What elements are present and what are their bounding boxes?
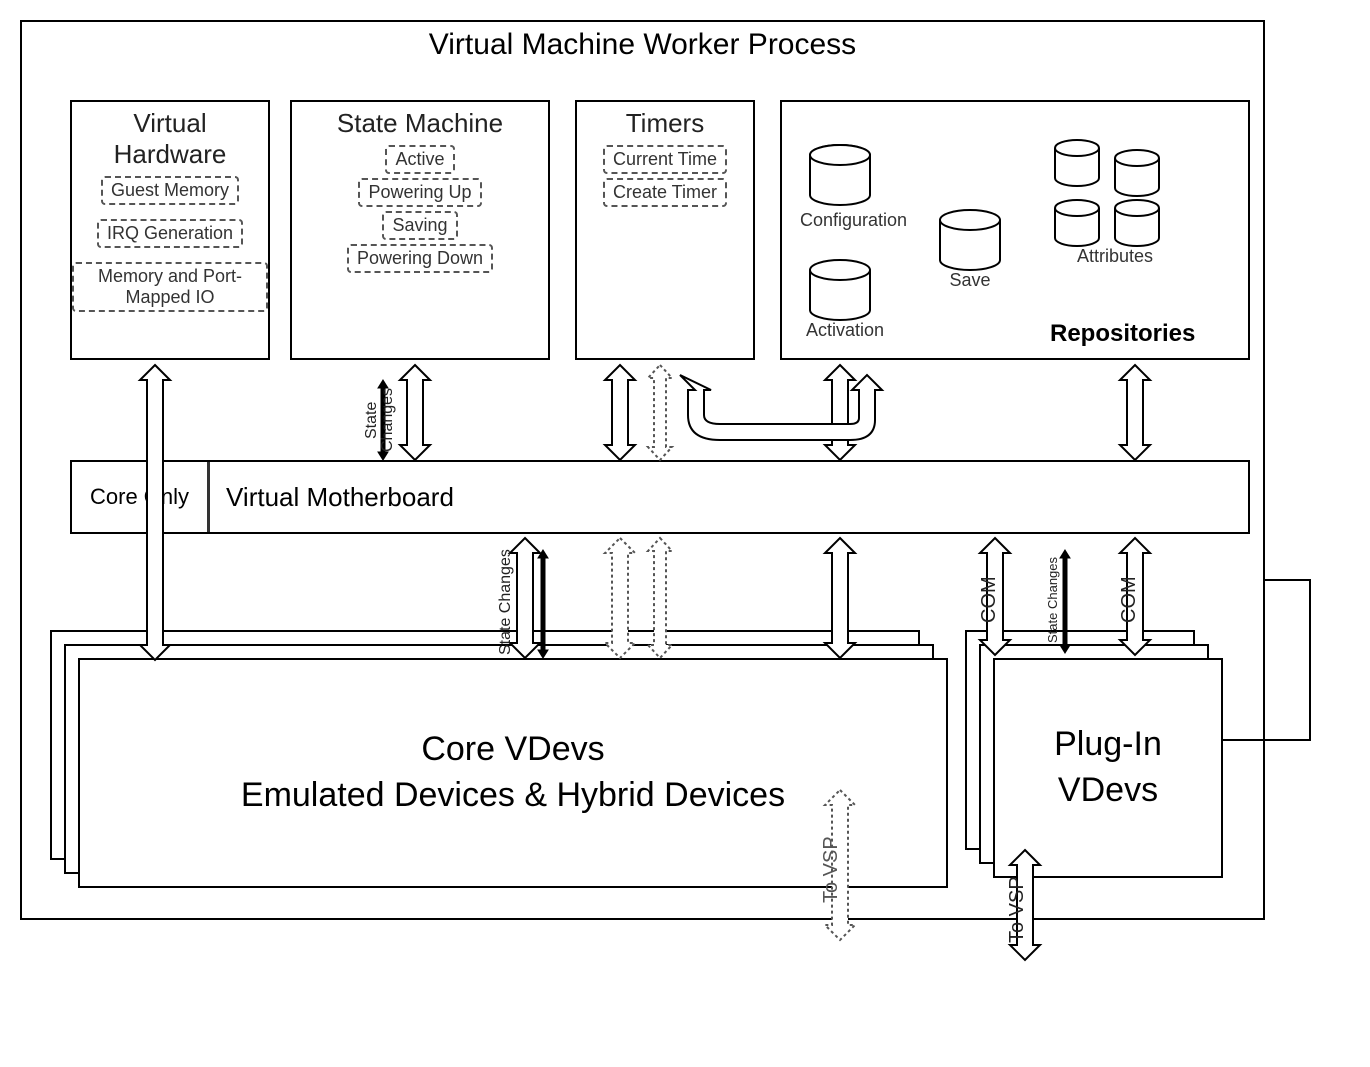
virtual-hardware-title: Virtual Hardware — [72, 102, 268, 172]
label-com-left: COM — [978, 565, 1001, 635]
timers-title: Timers — [577, 102, 753, 141]
label-state-changes-upper: State Changes — [364, 382, 396, 458]
label-to-vsp-core: To VSP — [820, 820, 843, 920]
repo-label-configuration: Configuration — [800, 210, 890, 231]
virtual-motherboard-label: Virtual Motherboard — [210, 482, 454, 513]
timers-item-current-time: Current Time — [603, 145, 727, 174]
timers-box: Timers Current Time Create Timer — [575, 100, 755, 360]
repo-label-activation: Activation — [805, 320, 885, 341]
label-state-changes-plugin: State Changes — [1046, 550, 1059, 650]
plugin-vdevs-label: Plug-In VDevs — [1054, 722, 1162, 814]
label-com-right: COM — [1118, 565, 1141, 635]
diagram-title: Virtual Machine Worker Process — [22, 22, 1263, 72]
core-vdevs-label: Core VDevs Emulated Devices & Hybrid Dev… — [241, 727, 785, 819]
vh-item-mmio: Memory and Port-Mapped IO — [72, 262, 268, 312]
core-only-label: Core Only — [72, 462, 210, 532]
repo-label-attributes: Attributes — [1070, 246, 1160, 267]
timers-item-create-timer: Create Timer — [603, 178, 727, 207]
sm-item-active: Active — [385, 145, 454, 174]
vh-item-irq: IRQ Generation — [97, 219, 243, 248]
plugin-vdevs-stack: Plug-In VDevs — [965, 630, 1225, 880]
repositories-title: Repositories — [1050, 320, 1195, 348]
virtual-motherboard-bar: Core Only Virtual Motherboard — [70, 460, 1250, 534]
core-vdevs-line1: Core VDevs — [421, 730, 604, 768]
plugin-vdevs-line2: VDevs — [1058, 771, 1158, 809]
vm-worker-process-diagram: Virtual Machine Worker Process Virtual H… — [20, 20, 1350, 1047]
plugin-vdevs-line1: Plug-In — [1054, 725, 1162, 763]
sm-item-saving: Saving — [382, 211, 457, 240]
repo-label-save: Save — [940, 270, 1000, 291]
core-vdevs-stack: Core VDevs Emulated Devices & Hybrid Dev… — [50, 630, 950, 890]
sm-item-powering-down: Powering Down — [347, 244, 493, 273]
vh-item-guest-memory: Guest Memory — [101, 176, 239, 205]
virtual-hardware-box: Virtual Hardware Guest Memory IRQ Genera… — [70, 100, 270, 360]
core-vdevs-line2: Emulated Devices & Hybrid Devices — [241, 776, 785, 814]
label-state-changes-lower: State Changes — [498, 548, 514, 656]
state-machine-title: State Machine — [292, 102, 548, 141]
label-to-vsp-plugin: To VSP — [1006, 870, 1029, 950]
sm-item-powering-up: Powering Up — [358, 178, 481, 207]
state-machine-box: State Machine Active Powering Up Saving … — [290, 100, 550, 360]
